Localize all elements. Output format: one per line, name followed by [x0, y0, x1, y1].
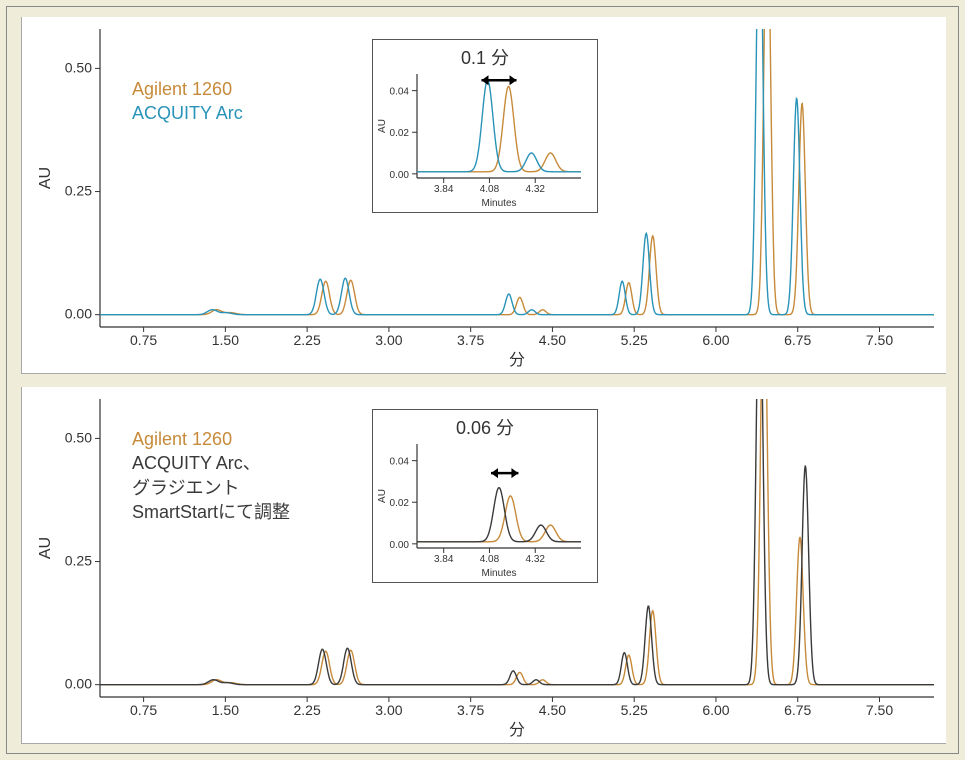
svg-text:3.00: 3.00: [375, 332, 402, 348]
svg-text:AU: AU: [37, 537, 54, 559]
svg-text:分: 分: [509, 351, 525, 369]
svg-text:4.08: 4.08: [480, 184, 500, 195]
chromatogram-panel-bottom: Agilent 1260ACQUITY Arc、グラジエントSmartStart…: [21, 387, 946, 744]
svg-text:1.50: 1.50: [212, 702, 239, 718]
svg-text:Minutes: Minutes: [481, 568, 516, 579]
svg-text:0.04: 0.04: [390, 457, 410, 468]
inset-svg-top: 3.84 4.08 4.32 0.00 0.02 0.04 Minutes AU: [373, 40, 593, 212]
svg-text:0.00: 0.00: [65, 306, 92, 322]
svg-text:5.25: 5.25: [621, 332, 648, 348]
svg-text:4.50: 4.50: [539, 702, 566, 718]
svg-text:0.75: 0.75: [130, 702, 157, 718]
svg-text:7.50: 7.50: [866, 332, 893, 348]
svg-text:分: 分: [509, 721, 525, 739]
svg-text:3.75: 3.75: [457, 332, 484, 348]
svg-text:3.84: 3.84: [434, 184, 454, 195]
svg-text:2.25: 2.25: [294, 702, 321, 718]
svg-text:3.84: 3.84: [434, 554, 454, 565]
svg-text:AU: AU: [377, 119, 388, 133]
svg-text:4.50: 4.50: [539, 332, 566, 348]
svg-text:3.00: 3.00: [375, 702, 402, 718]
svg-text:AU: AU: [377, 489, 388, 503]
svg-text:0.50: 0.50: [65, 429, 92, 445]
svg-text:2.25: 2.25: [294, 332, 321, 348]
svg-text:0.75: 0.75: [130, 332, 157, 348]
svg-text:4.08: 4.08: [480, 554, 500, 565]
svg-text:7.50: 7.50: [866, 702, 893, 718]
svg-text:0.25: 0.25: [65, 553, 92, 569]
svg-text:6.75: 6.75: [784, 702, 811, 718]
svg-text:3.75: 3.75: [457, 702, 484, 718]
inset-svg-bottom: 3.84 4.08 4.32 0.00 0.02 0.04 Minutes AU: [373, 410, 593, 582]
svg-text:6.00: 6.00: [702, 332, 729, 348]
svg-text:0.00: 0.00: [390, 170, 410, 181]
svg-text:0.04: 0.04: [390, 87, 410, 98]
svg-text:Minutes: Minutes: [481, 198, 516, 209]
svg-text:0.00: 0.00: [390, 540, 410, 551]
svg-text:4.32: 4.32: [525, 554, 545, 565]
svg-text:6.00: 6.00: [702, 702, 729, 718]
svg-text:0.25: 0.25: [65, 183, 92, 199]
svg-text:4.32: 4.32: [525, 184, 545, 195]
inset-top: 0.1 分 3.844.084.320.000.020.04MinutesAU: [372, 39, 598, 213]
figure-frame: Agilent 1260ACQUITY Arc 0.751.502.253.00…: [6, 6, 959, 754]
svg-text:5.25: 5.25: [621, 702, 648, 718]
svg-text:0.02: 0.02: [390, 128, 410, 139]
svg-text:0.00: 0.00: [65, 676, 92, 692]
chromatogram-panel-top: Agilent 1260ACQUITY Arc 0.751.502.253.00…: [21, 17, 946, 374]
inset-bottom: 0.06 分 3.844.084.320.000.020.04MinutesAU: [372, 409, 598, 583]
svg-text:6.75: 6.75: [784, 332, 811, 348]
svg-text:1.50: 1.50: [212, 332, 239, 348]
svg-text:0.02: 0.02: [390, 498, 410, 509]
svg-text:AU: AU: [37, 167, 54, 189]
svg-text:0.50: 0.50: [65, 59, 92, 75]
